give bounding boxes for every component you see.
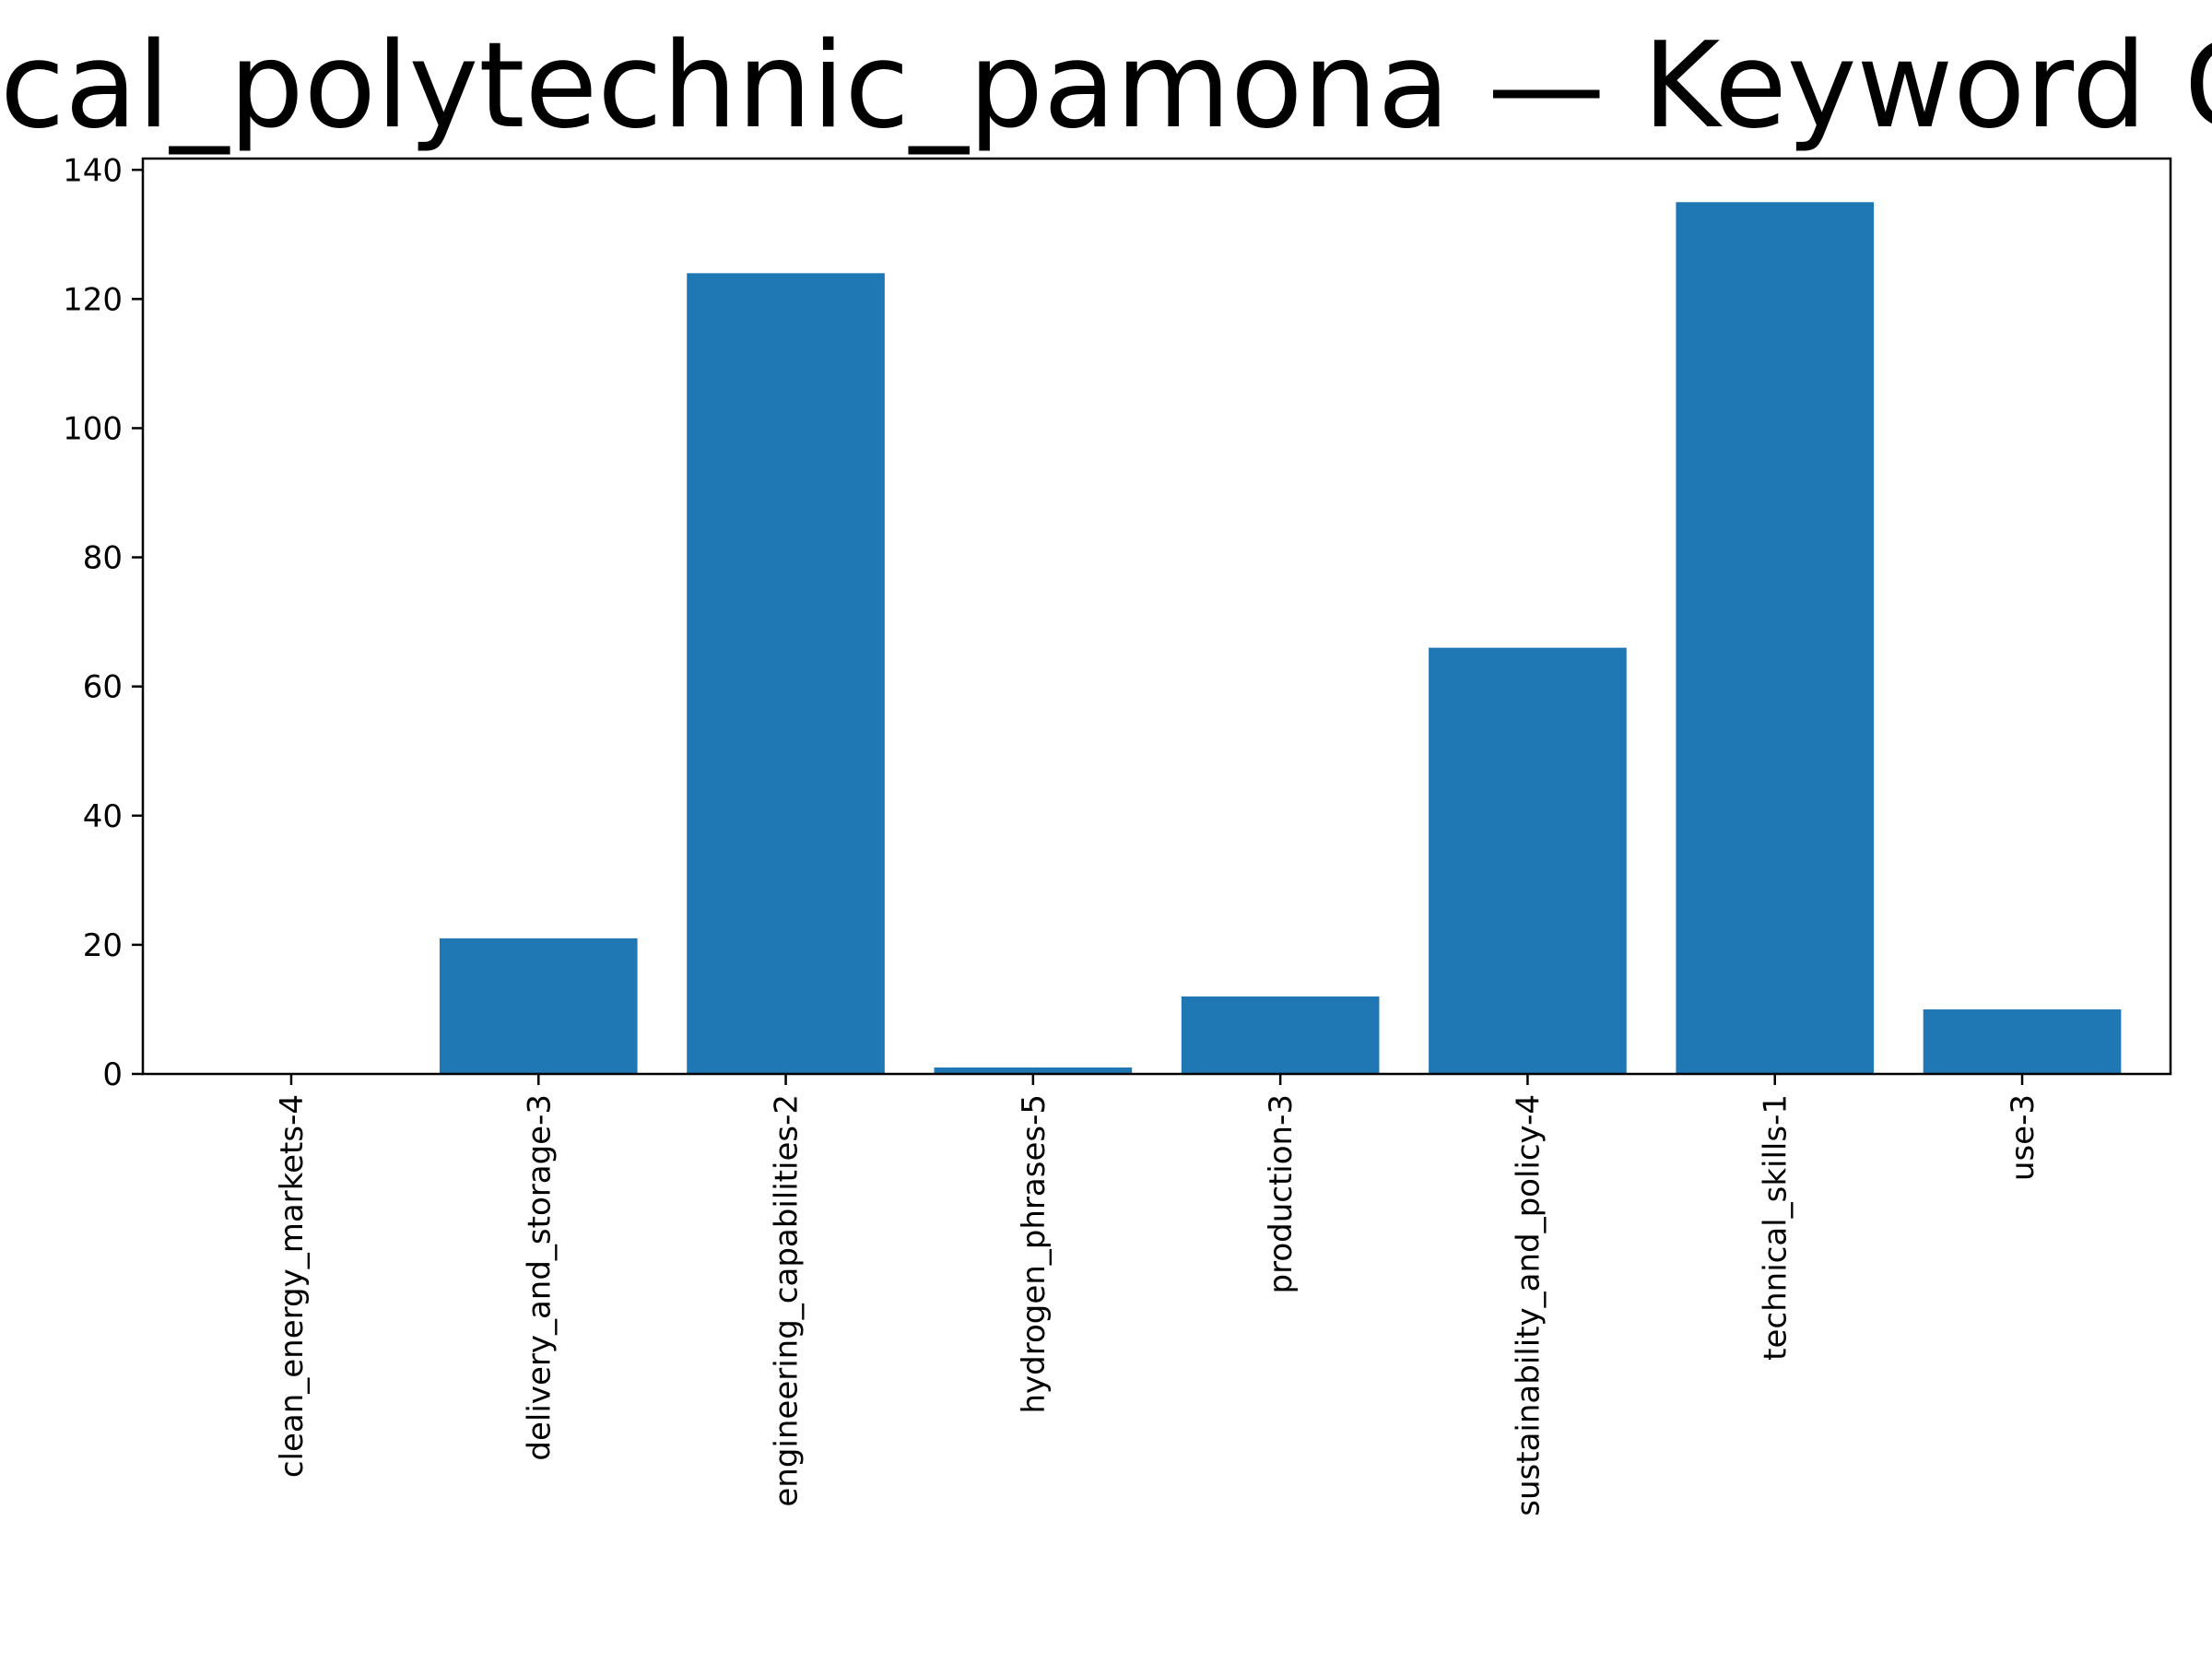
x-tick-label: delivery_and_storage-3 bbox=[521, 1094, 558, 1461]
bar-sustainability_and_policy-4 bbox=[1429, 647, 1627, 1074]
bar-delivery_and_storage-3 bbox=[439, 938, 638, 1074]
y-tick-label: 120 bbox=[63, 281, 123, 318]
bar-engineering_capabilities-2 bbox=[687, 273, 885, 1075]
bar-production-3 bbox=[1181, 996, 1380, 1074]
y-tick-label: 140 bbox=[63, 152, 123, 189]
bars-group bbox=[439, 202, 2122, 1075]
bar-technical_skills-1 bbox=[1676, 202, 1875, 1075]
y-tick-label: 100 bbox=[63, 410, 123, 447]
x-tick-label: clean_energy_markets-4 bbox=[274, 1094, 311, 1478]
y-tick-label: 40 bbox=[83, 798, 123, 835]
x-axis: clean_energy_markets-4 delivery_and_stora… bbox=[274, 1074, 2041, 1516]
bar-use-3 bbox=[1923, 1008, 2122, 1074]
plot-frame bbox=[141, 157, 2172, 1076]
x-tick-label: sustainability_and_policy-4 bbox=[1510, 1094, 1547, 1516]
y-axis: 0 20 40 60 80 100 120 140 bbox=[63, 152, 143, 1093]
y-tick-label: 60 bbox=[83, 669, 123, 706]
chart-title: cal_polytechnic_pamona — Keyword Groups bbox=[0, 18, 2212, 155]
bar-hydrogen_phrases-5 bbox=[934, 1067, 1133, 1074]
x-tick-label: technical_skills-1 bbox=[1758, 1094, 1794, 1361]
x-tick-label: engineering_capabilities-2 bbox=[769, 1094, 806, 1507]
x-tick-label: production-3 bbox=[1263, 1094, 1300, 1293]
x-tick-label: hydrogen_phrases-5 bbox=[1016, 1094, 1053, 1414]
y-tick-label: 0 bbox=[102, 1056, 123, 1093]
y-tick-label: 80 bbox=[83, 540, 123, 577]
y-tick-label: 20 bbox=[83, 927, 123, 964]
x-tick-label: use-3 bbox=[2005, 1094, 2041, 1181]
